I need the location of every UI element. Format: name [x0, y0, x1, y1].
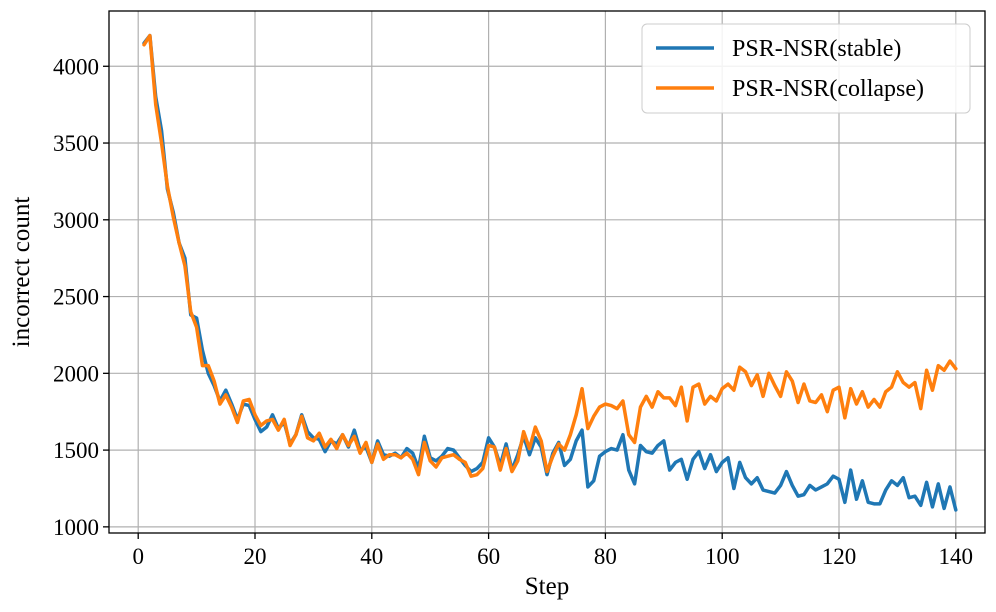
- y-tick-label: 2500: [53, 285, 99, 310]
- y-tick-label: 3000: [53, 208, 99, 233]
- plot-area-frame: [108, 10, 986, 534]
- x-tick-label: 100: [705, 544, 740, 569]
- x-tick-label: 20: [244, 544, 267, 569]
- legend: PSR-NSR(stable) PSR-NSR(collapse): [641, 23, 971, 114]
- x-tick-label: 40: [360, 544, 383, 569]
- series-line-collapse: [142, 33, 958, 478]
- legend-label-collapse: PSR-NSR(collapse): [732, 76, 924, 102]
- legend-box: [641, 23, 971, 114]
- y-tick-label: 4000: [53, 54, 99, 79]
- x-tick-label: 120: [822, 544, 857, 569]
- axis-ticks: 0 20 40 60 80 100 120 140 1000 1500 2000 2500 3000 35…: [53, 54, 973, 569]
- x-tick-label: 140: [939, 544, 974, 569]
- legend-label-stable: PSR-NSR(stable): [732, 36, 901, 62]
- series-lines: [142, 33, 958, 512]
- y-tick-label: 2000: [53, 361, 99, 386]
- x-tick-label: 0: [132, 544, 144, 569]
- y-tick-label: 3500: [53, 131, 99, 156]
- y-tick-label: 1000: [53, 515, 99, 540]
- x-tick-label: 60: [477, 544, 500, 569]
- y-tick-label: 1500: [53, 438, 99, 463]
- x-axis-label: Step: [525, 573, 569, 600]
- y-axis-label: incorrect count: [8, 197, 35, 348]
- x-tick-label: 80: [594, 544, 617, 569]
